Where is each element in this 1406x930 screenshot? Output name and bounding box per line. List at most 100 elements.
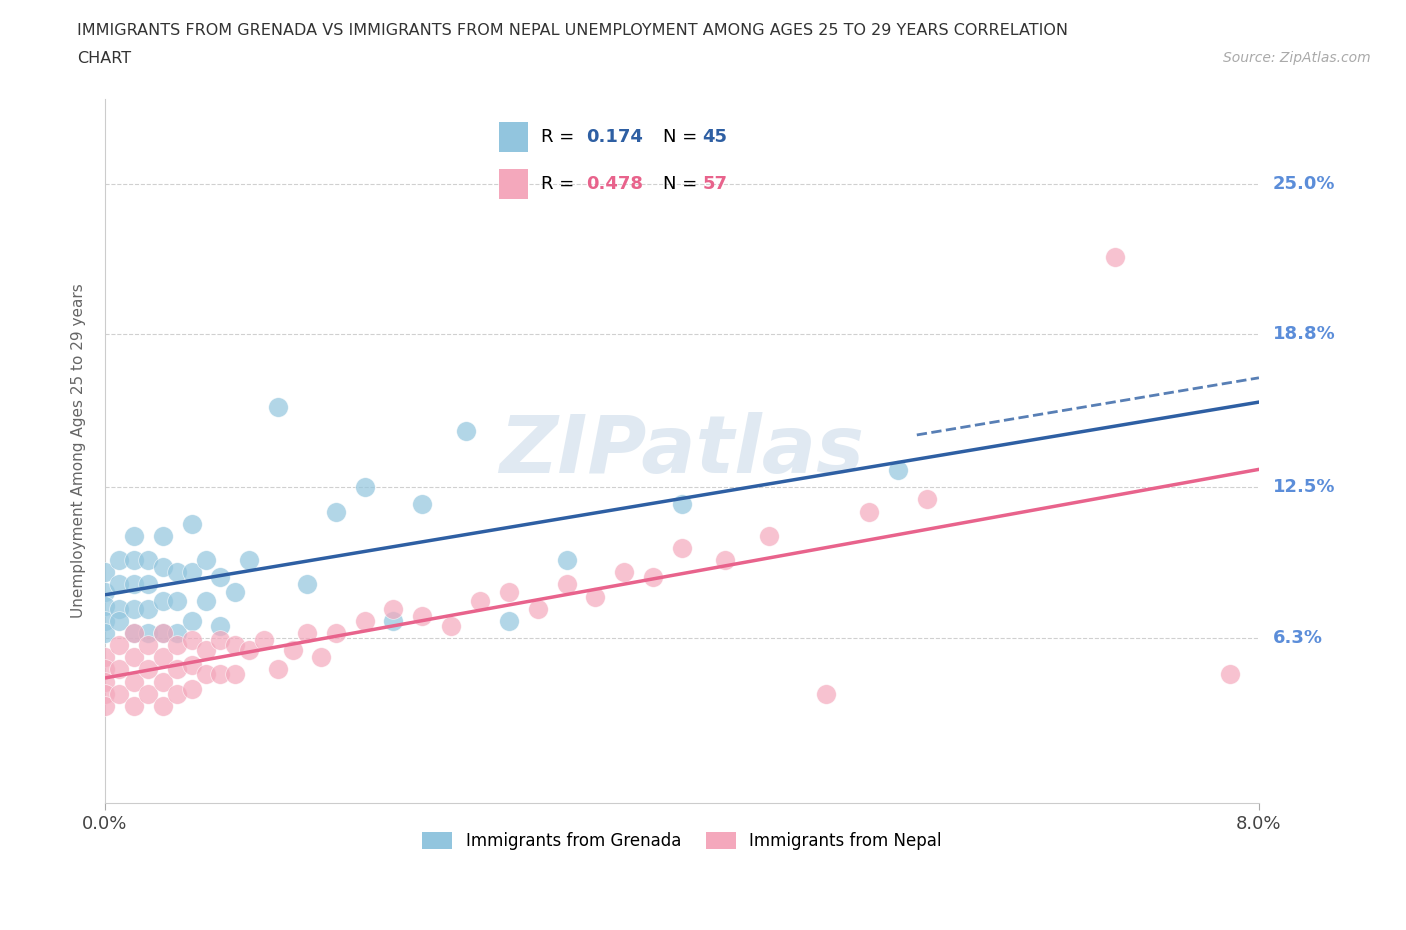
Point	[295, 577, 318, 591]
Point	[209, 633, 232, 648]
Point	[411, 497, 433, 512]
Point	[122, 698, 145, 713]
Point	[238, 643, 260, 658]
Point	[136, 686, 159, 701]
Point	[325, 504, 347, 519]
Point	[122, 552, 145, 567]
Point	[267, 400, 290, 415]
Point	[194, 643, 217, 658]
Point	[94, 599, 117, 614]
Point	[180, 658, 202, 672]
Point	[108, 686, 131, 701]
Point	[136, 626, 159, 641]
Point	[108, 602, 131, 617]
Point	[714, 552, 737, 567]
Point	[108, 662, 131, 677]
Point	[94, 698, 117, 713]
Y-axis label: Unemployment Among Ages 25 to 29 years: Unemployment Among Ages 25 to 29 years	[72, 284, 86, 618]
Text: 12.5%: 12.5%	[1272, 478, 1336, 497]
Point	[152, 698, 174, 713]
Point	[1219, 667, 1241, 682]
Text: IMMIGRANTS FROM GRENADA VS IMMIGRANTS FROM NEPAL UNEMPLOYMENT AMONG AGES 25 TO 2: IMMIGRANTS FROM GRENADA VS IMMIGRANTS FR…	[77, 23, 1069, 38]
Point	[555, 577, 578, 591]
Point	[382, 602, 405, 617]
Point	[94, 662, 117, 677]
Point	[94, 565, 117, 579]
Point	[440, 618, 463, 633]
Point	[411, 608, 433, 623]
Point	[194, 552, 217, 567]
Point	[382, 614, 405, 629]
Point	[253, 633, 276, 648]
Text: 6.3%: 6.3%	[1272, 629, 1323, 647]
Point	[94, 626, 117, 641]
Point	[94, 584, 117, 599]
Point	[136, 602, 159, 617]
Point	[166, 686, 188, 701]
Point	[613, 565, 636, 579]
Point	[194, 594, 217, 609]
Point	[194, 667, 217, 682]
Point	[122, 626, 145, 641]
Point	[136, 577, 159, 591]
Point	[238, 552, 260, 567]
Point	[671, 497, 693, 512]
Point	[136, 662, 159, 677]
Legend: Immigrants from Grenada, Immigrants from Nepal: Immigrants from Grenada, Immigrants from…	[413, 823, 950, 858]
Point	[583, 590, 606, 604]
Point	[94, 686, 117, 701]
Point	[122, 650, 145, 665]
Point	[108, 577, 131, 591]
Point	[325, 626, 347, 641]
Point	[94, 614, 117, 629]
Point	[815, 686, 838, 701]
Point	[122, 626, 145, 641]
Point	[1104, 249, 1126, 264]
Point	[454, 424, 477, 439]
Point	[180, 516, 202, 531]
Text: CHART: CHART	[77, 51, 131, 66]
Point	[166, 638, 188, 653]
Point	[108, 614, 131, 629]
Point	[180, 633, 202, 648]
Point	[152, 650, 174, 665]
Point	[122, 528, 145, 543]
Point	[209, 570, 232, 585]
Point	[108, 638, 131, 653]
Point	[353, 614, 375, 629]
Point	[152, 626, 174, 641]
Text: Source: ZipAtlas.com: Source: ZipAtlas.com	[1223, 51, 1371, 65]
Point	[180, 565, 202, 579]
Point	[152, 594, 174, 609]
Point	[94, 650, 117, 665]
Point	[224, 667, 246, 682]
Point	[122, 602, 145, 617]
Point	[526, 602, 548, 617]
Point	[166, 662, 188, 677]
Point	[152, 626, 174, 641]
Point	[152, 674, 174, 689]
Point	[311, 650, 333, 665]
Point	[180, 682, 202, 697]
Point	[758, 528, 780, 543]
Point	[136, 638, 159, 653]
Point	[209, 667, 232, 682]
Point	[915, 492, 938, 507]
Point	[671, 540, 693, 555]
Point	[152, 528, 174, 543]
Point	[353, 480, 375, 495]
Point	[224, 638, 246, 653]
Point	[122, 674, 145, 689]
Point	[166, 594, 188, 609]
Point	[281, 643, 304, 658]
Point	[498, 584, 520, 599]
Point	[295, 626, 318, 641]
Text: ZIPatlas: ZIPatlas	[499, 412, 865, 490]
Point	[887, 463, 910, 478]
Point	[209, 618, 232, 633]
Point	[267, 662, 290, 677]
Text: 18.8%: 18.8%	[1272, 326, 1336, 343]
Point	[122, 577, 145, 591]
Point	[166, 626, 188, 641]
Point	[498, 614, 520, 629]
